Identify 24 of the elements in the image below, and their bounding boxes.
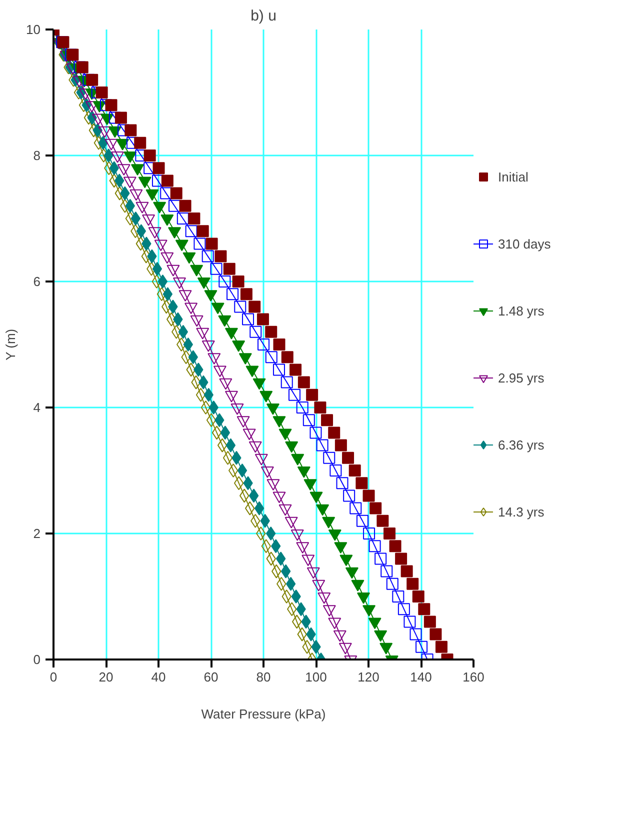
y-tick-label: 4: [33, 400, 41, 415]
y-tick-label: 2: [33, 526, 41, 541]
x-tick-label: 20: [98, 670, 114, 684]
x-tick-label: 0: [50, 670, 58, 684]
legend-label: 2.95 yrs: [498, 370, 544, 385]
x-axis-title: Water Pressure (kPa): [201, 706, 326, 722]
x-tick-label: 100: [305, 670, 327, 684]
x-tick-label: 140: [410, 670, 432, 684]
legend-label: 310 days: [498, 236, 551, 251]
y-tick-label: 6: [33, 274, 41, 289]
x-tick-label: 160: [462, 670, 484, 684]
x-tick-label: 120: [358, 670, 380, 684]
x-tick-label: 60: [204, 670, 218, 684]
chart-title: b) u: [250, 8, 276, 24]
y-tick-label: 0: [33, 652, 41, 667]
legend-label: Initial: [498, 169, 528, 184]
y-tick-label: 10: [26, 22, 41, 37]
y-axis-title: Y (m): [3, 328, 18, 360]
legend-label: 14.3 yrs: [498, 504, 544, 519]
legend-label: 6.36 yrs: [498, 437, 544, 452]
legend-label: 1.48 yrs: [498, 303, 544, 318]
y-tick-label: 8: [33, 148, 41, 163]
x-tick-label: 80: [256, 670, 271, 684]
x-tick-label: 40: [151, 670, 166, 684]
